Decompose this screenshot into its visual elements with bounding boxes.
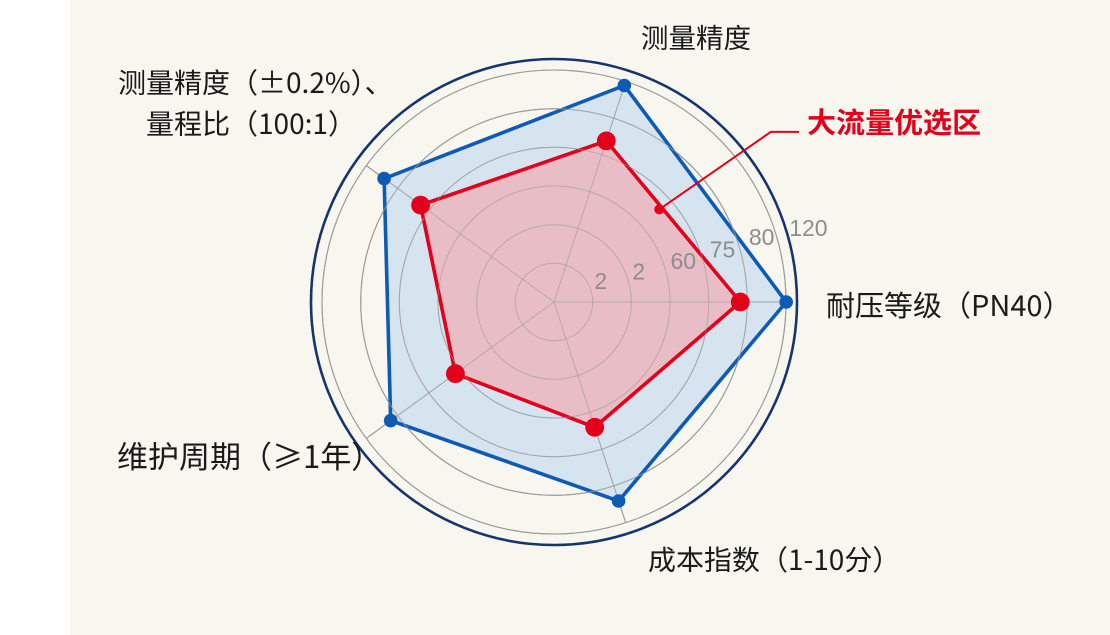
- svg-text:120: 120: [789, 215, 827, 241]
- svg-text:2: 2: [594, 268, 607, 294]
- svg-text:75: 75: [710, 237, 736, 263]
- svg-text:80: 80: [749, 224, 775, 250]
- svg-text:60: 60: [671, 248, 697, 274]
- svg-text:2: 2: [632, 259, 645, 285]
